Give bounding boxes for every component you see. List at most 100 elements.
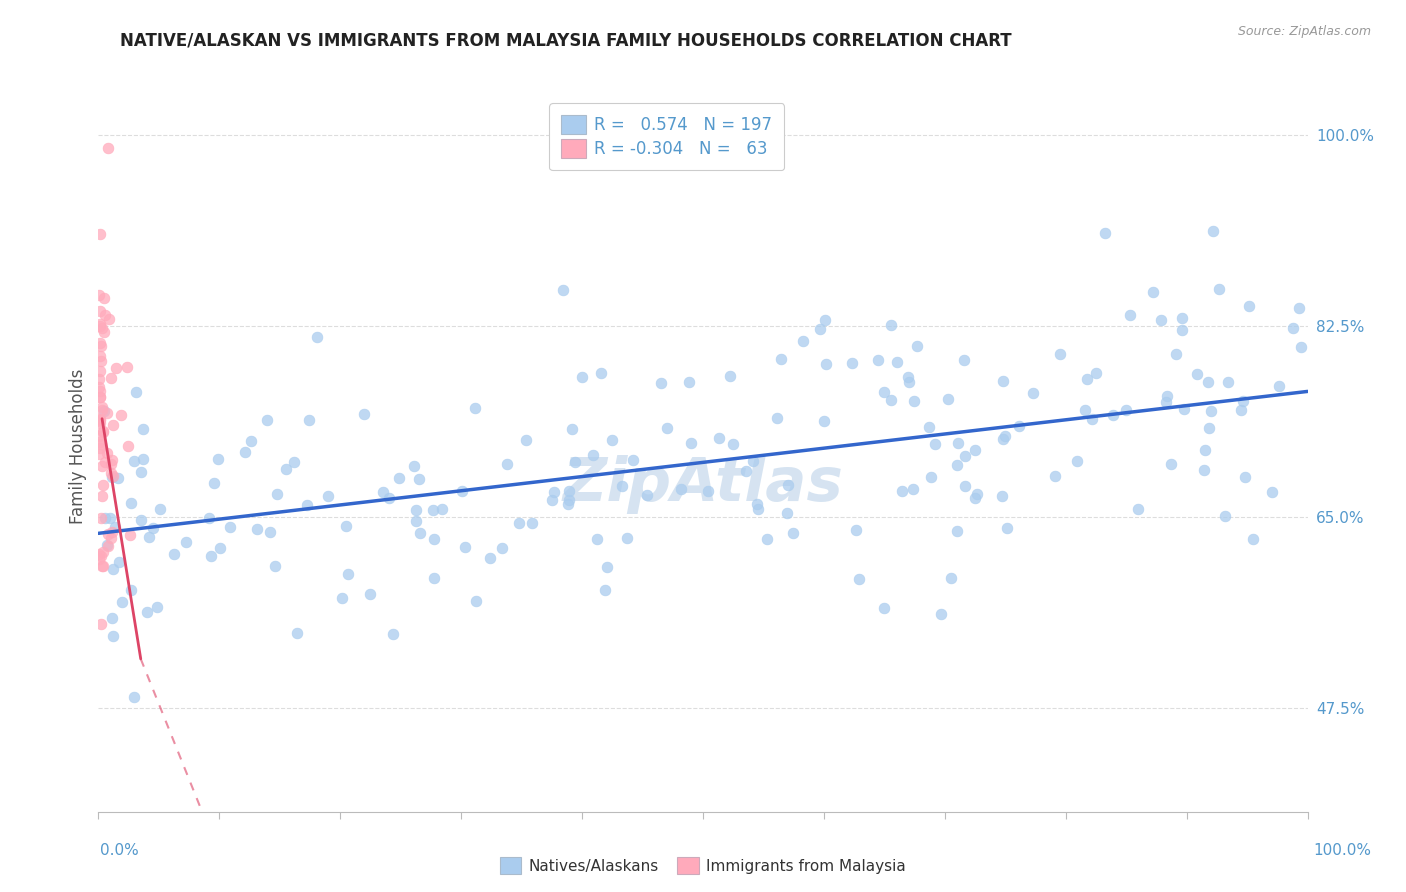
Point bbox=[266, 487, 288, 501]
Point bbox=[90, 354, 112, 368]
Point bbox=[1173, 402, 1195, 417]
Point bbox=[100, 371, 122, 385]
Point bbox=[589, 366, 612, 380]
Point bbox=[994, 429, 1017, 443]
Point bbox=[129, 465, 152, 479]
Point bbox=[87, 413, 110, 427]
Point bbox=[104, 519, 127, 533]
Point bbox=[89, 380, 111, 394]
Point bbox=[723, 436, 745, 450]
Point bbox=[90, 559, 112, 574]
Point bbox=[89, 303, 111, 318]
Point bbox=[543, 485, 565, 500]
Point bbox=[815, 357, 838, 371]
Point bbox=[125, 385, 148, 400]
Point bbox=[430, 502, 453, 516]
Point bbox=[593, 583, 616, 598]
Point bbox=[90, 489, 112, 503]
Point bbox=[1208, 283, 1230, 297]
Point bbox=[936, 392, 959, 406]
Point bbox=[404, 458, 426, 473]
Point bbox=[100, 457, 122, 471]
Point bbox=[132, 422, 155, 436]
Point bbox=[1066, 454, 1088, 468]
Point bbox=[610, 479, 633, 493]
Point bbox=[94, 510, 117, 524]
Point bbox=[778, 477, 800, 491]
Point bbox=[93, 325, 115, 339]
Point bbox=[451, 483, 474, 498]
Point bbox=[245, 522, 267, 536]
Point bbox=[1074, 403, 1097, 417]
Point bbox=[880, 318, 903, 332]
Point bbox=[1230, 403, 1253, 417]
Point bbox=[89, 372, 111, 386]
Text: ZipAtlas: ZipAtlas bbox=[562, 455, 844, 514]
Point bbox=[776, 506, 799, 520]
Point bbox=[100, 453, 122, 467]
Point bbox=[110, 408, 132, 422]
Point bbox=[1197, 375, 1219, 389]
Point bbox=[89, 384, 111, 398]
Point bbox=[991, 375, 1014, 389]
Point bbox=[208, 541, 231, 555]
Point bbox=[1187, 368, 1209, 382]
Point bbox=[1154, 395, 1177, 409]
Point bbox=[373, 485, 395, 500]
Point bbox=[995, 521, 1018, 535]
Point bbox=[90, 321, 112, 335]
Point bbox=[89, 435, 111, 450]
Point bbox=[100, 466, 122, 480]
Point bbox=[1202, 224, 1225, 238]
Point bbox=[122, 690, 145, 705]
Point bbox=[98, 511, 121, 525]
Point bbox=[422, 503, 444, 517]
Point bbox=[941, 571, 963, 585]
Point bbox=[564, 455, 586, 469]
Point bbox=[946, 458, 969, 472]
Point bbox=[880, 392, 903, 407]
Point bbox=[96, 406, 118, 420]
Point bbox=[1289, 340, 1312, 354]
Point bbox=[97, 540, 120, 554]
Point bbox=[747, 502, 769, 516]
Y-axis label: Family Households: Family Households bbox=[69, 368, 87, 524]
Point bbox=[90, 511, 112, 525]
Point bbox=[848, 572, 870, 586]
Point bbox=[990, 489, 1012, 503]
Point bbox=[905, 339, 928, 353]
Point bbox=[1128, 501, 1150, 516]
Point bbox=[1101, 409, 1123, 423]
Point bbox=[96, 446, 118, 460]
Point bbox=[953, 352, 976, 367]
Point bbox=[174, 535, 197, 549]
Point bbox=[918, 419, 941, 434]
Point bbox=[616, 531, 638, 545]
Point bbox=[101, 611, 124, 625]
Point bbox=[491, 541, 513, 555]
Point bbox=[745, 497, 768, 511]
Point bbox=[101, 470, 124, 484]
Point bbox=[89, 390, 111, 404]
Point bbox=[239, 434, 262, 449]
Point bbox=[1194, 442, 1216, 457]
Point bbox=[1094, 226, 1116, 240]
Point bbox=[965, 491, 987, 505]
Point bbox=[330, 591, 353, 606]
Point bbox=[307, 330, 329, 344]
Point bbox=[557, 497, 579, 511]
Point bbox=[1243, 532, 1265, 546]
Point bbox=[90, 400, 112, 414]
Point bbox=[100, 531, 122, 545]
Text: 0.0%: 0.0% bbox=[100, 843, 139, 858]
Point bbox=[87, 547, 110, 561]
Point bbox=[766, 411, 789, 425]
Point bbox=[585, 533, 607, 547]
Point bbox=[117, 439, 139, 453]
Text: NATIVE/ALASKAN VS IMMIGRANTS FROM MALAYSIA FAMILY HOUSEHOLDS CORRELATION CHART: NATIVE/ALASKAN VS IMMIGRANTS FROM MALAYS… bbox=[120, 31, 1011, 49]
Point bbox=[866, 353, 889, 368]
Point bbox=[87, 447, 110, 461]
Point bbox=[1119, 308, 1142, 322]
Point bbox=[1164, 347, 1187, 361]
Point bbox=[91, 425, 114, 440]
